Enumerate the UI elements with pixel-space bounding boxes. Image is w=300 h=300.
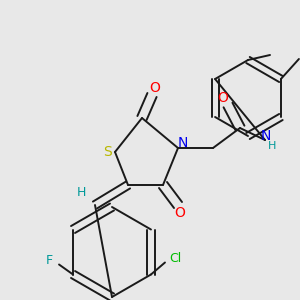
Text: H: H xyxy=(268,141,276,151)
Text: N: N xyxy=(261,129,271,143)
Text: Cl: Cl xyxy=(169,252,181,265)
Text: O: O xyxy=(175,206,185,220)
Text: N: N xyxy=(178,136,188,150)
Text: S: S xyxy=(103,145,111,159)
Text: H: H xyxy=(76,187,86,200)
Text: O: O xyxy=(218,91,228,105)
Text: F: F xyxy=(46,254,52,267)
Text: O: O xyxy=(150,81,160,95)
